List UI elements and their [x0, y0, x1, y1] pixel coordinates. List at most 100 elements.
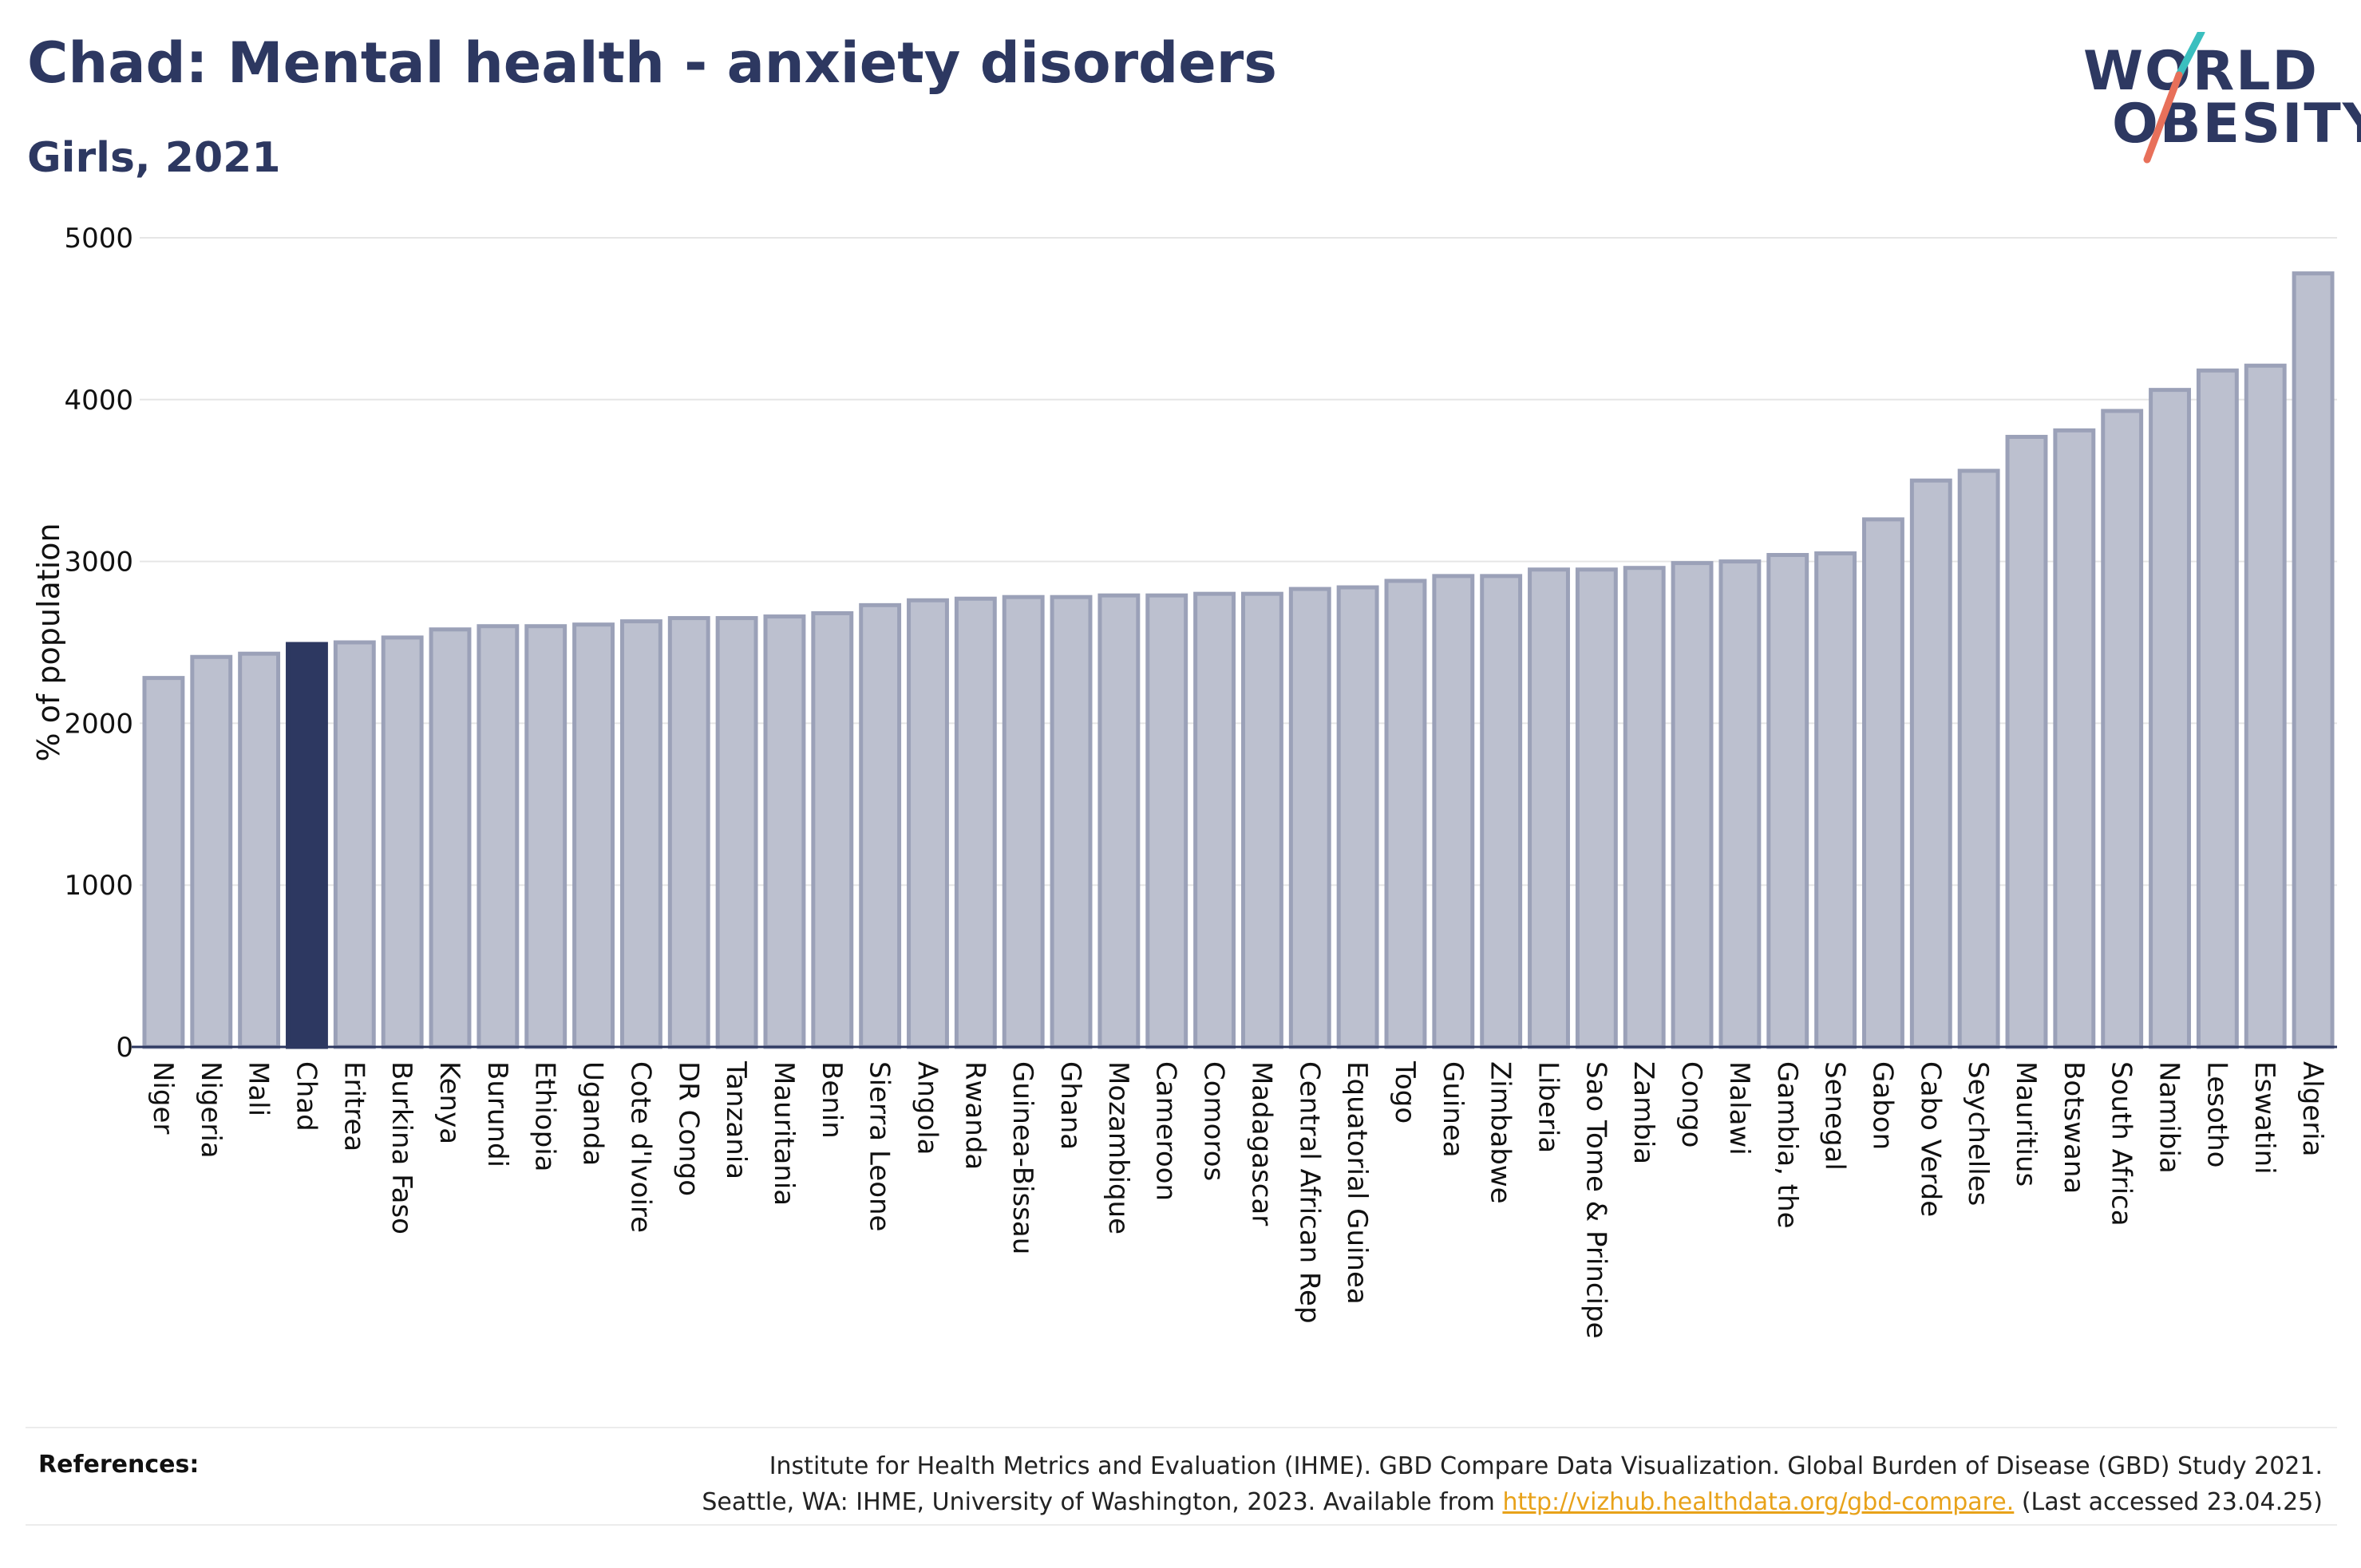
- bar-sierra-leone: [859, 602, 902, 1049]
- x-tick-label: Liberia: [1532, 1061, 1564, 1153]
- x-tick-label: Benin: [816, 1061, 848, 1139]
- bar-angola: [907, 598, 949, 1049]
- references-link[interactable]: http://vizhub.healthdata.org/gbd-compare…: [1502, 1488, 2015, 1516]
- bar-congo: [1671, 561, 1714, 1049]
- bar-chad: [286, 642, 328, 1049]
- x-tick-label: Namibia: [2153, 1061, 2185, 1174]
- x-tick-label: South Africa: [2106, 1061, 2138, 1226]
- bar-namibia: [2149, 388, 2191, 1049]
- x-tick-label: Eritrea: [338, 1061, 370, 1151]
- bar-equatorial-guinea: [1336, 585, 1379, 1049]
- bar-zimbabwe: [1480, 574, 1523, 1049]
- bar-eswatini: [2244, 363, 2287, 1049]
- x-tick-label: Gambia, the: [1771, 1061, 1803, 1229]
- x-tick-label: Gabon: [1866, 1061, 1898, 1150]
- y-tick-label: 0: [116, 1032, 133, 1064]
- x-tick-label: Nigeria: [195, 1061, 227, 1159]
- bar-sao-tome-principe: [1575, 567, 1618, 1049]
- bar-seychelles: [1957, 468, 2000, 1049]
- x-tick-label: Togo: [1389, 1060, 1421, 1124]
- bar-chart: 0 1000 2000 3000 4000 5000 % of population Nige…: [31, 223, 2337, 1339]
- bar-togo: [1384, 579, 1427, 1049]
- world-obesity-logo: WORLD OBESITY: [2083, 32, 2361, 168]
- bar-cameroon: [1145, 593, 1188, 1049]
- bar-gambia-the: [1766, 552, 1809, 1049]
- x-tick-label: Ghana: [1054, 1061, 1086, 1150]
- bar-mozambique: [1097, 593, 1141, 1049]
- bar-madagascar: [1240, 591, 1283, 1049]
- x-tick-label: Madagascar: [1245, 1061, 1277, 1226]
- x-tick-label: Tanzania: [720, 1060, 752, 1179]
- x-tick-label: Equatorial Guinea: [1341, 1061, 1373, 1305]
- x-tick-label: Eswatini: [2248, 1061, 2280, 1175]
- logo-line1: WORLD: [2083, 40, 2319, 103]
- y-tick-label: 2000: [64, 708, 133, 740]
- bar-gabon: [1862, 517, 1904, 1049]
- references-label: References:: [38, 1451, 200, 1479]
- x-tick-label: Lesotho: [2201, 1061, 2232, 1167]
- x-tick-label: Kenya: [433, 1061, 465, 1144]
- references-line2: Seattle, WA: IHME, University of Washing…: [487, 1484, 2323, 1520]
- x-tick-label: Central African Rep: [1293, 1061, 1325, 1324]
- x-tick-label: Sierra Leone: [864, 1061, 896, 1231]
- references-line2-prefix: Seattle, WA: IHME, University of Washing…: [702, 1488, 1495, 1516]
- bar-liberia: [1528, 567, 1570, 1049]
- x-tick-label: Mauritius: [2010, 1061, 2042, 1187]
- x-tick-label: Mauritania: [768, 1061, 800, 1206]
- references-divider-top: [26, 1427, 2337, 1428]
- y-axis-label: % of population: [31, 523, 66, 761]
- bar-burkina-faso: [381, 635, 424, 1049]
- bar-malawi: [1718, 559, 1762, 1049]
- x-tick-label: Burundi: [481, 1061, 513, 1167]
- bar-lesotho: [2196, 368, 2239, 1049]
- references-line1: Institute for Health Metrics and Evaluat…: [769, 1452, 2323, 1480]
- x-tick-label: Guinea-Bissau: [1006, 1061, 1038, 1254]
- y-tick-label: 1000: [64, 870, 133, 902]
- references-divider-bottom: [26, 1524, 2337, 1526]
- references-text: Institute for Health Metrics and Evaluat…: [487, 1448, 2323, 1520]
- bar-uganda: [572, 622, 615, 1049]
- x-tick-label: Seychelles: [1962, 1061, 1994, 1206]
- bar-niger: [142, 676, 185, 1049]
- x-tick-label: Malawi: [1723, 1061, 1755, 1155]
- bar-cote-d-ivoire: [619, 619, 662, 1049]
- bar-ghana: [1050, 594, 1093, 1049]
- x-tick-label: Congo: [1675, 1061, 1707, 1147]
- x-tick-label: Niger: [147, 1061, 179, 1134]
- bar-guinea: [1432, 574, 1475, 1049]
- y-tick-label: 4000: [64, 385, 133, 417]
- chart-title: Chad: Mental health - anxiety disorders: [27, 30, 1277, 96]
- x-tick-label: Comoros: [1198, 1061, 1230, 1181]
- bar-guinea-bissau: [1002, 594, 1045, 1049]
- x-tick-label: Mali: [243, 1061, 275, 1116]
- bar-central-african-rep: [1288, 587, 1331, 1049]
- bar-south-africa: [2101, 409, 2144, 1049]
- logo-slash-icon: [2143, 32, 2205, 164]
- bar-rwanda: [954, 596, 997, 1049]
- x-tick-label: Algeria: [2296, 1061, 2328, 1156]
- x-tick-label: Burkina Faso: [386, 1061, 417, 1234]
- bar-botswana: [2053, 428, 2096, 1049]
- x-tick-label: Chad: [290, 1061, 322, 1132]
- x-tick-label: Botswana: [2058, 1061, 2090, 1194]
- x-tick-label: Rwanda: [959, 1061, 991, 1170]
- y-tick-label: 3000: [64, 547, 133, 579]
- bar-mauritius: [2005, 434, 2048, 1049]
- bar-kenya: [429, 627, 472, 1049]
- bar-mali: [238, 651, 281, 1049]
- x-tick-label: Zimbabwe: [1485, 1061, 1517, 1204]
- bar-algeria: [2292, 271, 2335, 1049]
- x-tick-label: Cabo Verde: [1914, 1061, 1946, 1217]
- x-tick-label: DR Congo: [672, 1061, 704, 1196]
- bar-benin: [811, 610, 854, 1049]
- bar-zambia: [1623, 566, 1666, 1049]
- x-tick-label: Zambia: [1627, 1061, 1659, 1164]
- bar-senegal: [1814, 551, 1857, 1049]
- bar-burundi: [477, 624, 520, 1049]
- x-tick-label: Cameroon: [1150, 1061, 1182, 1201]
- x-tick-label: Uganda: [577, 1061, 609, 1166]
- bar-tanzania: [715, 616, 758, 1049]
- chart-subtitle: Girls, 2021: [27, 134, 281, 182]
- bar-dr-congo: [667, 616, 710, 1049]
- y-tick-label: 5000: [64, 223, 133, 255]
